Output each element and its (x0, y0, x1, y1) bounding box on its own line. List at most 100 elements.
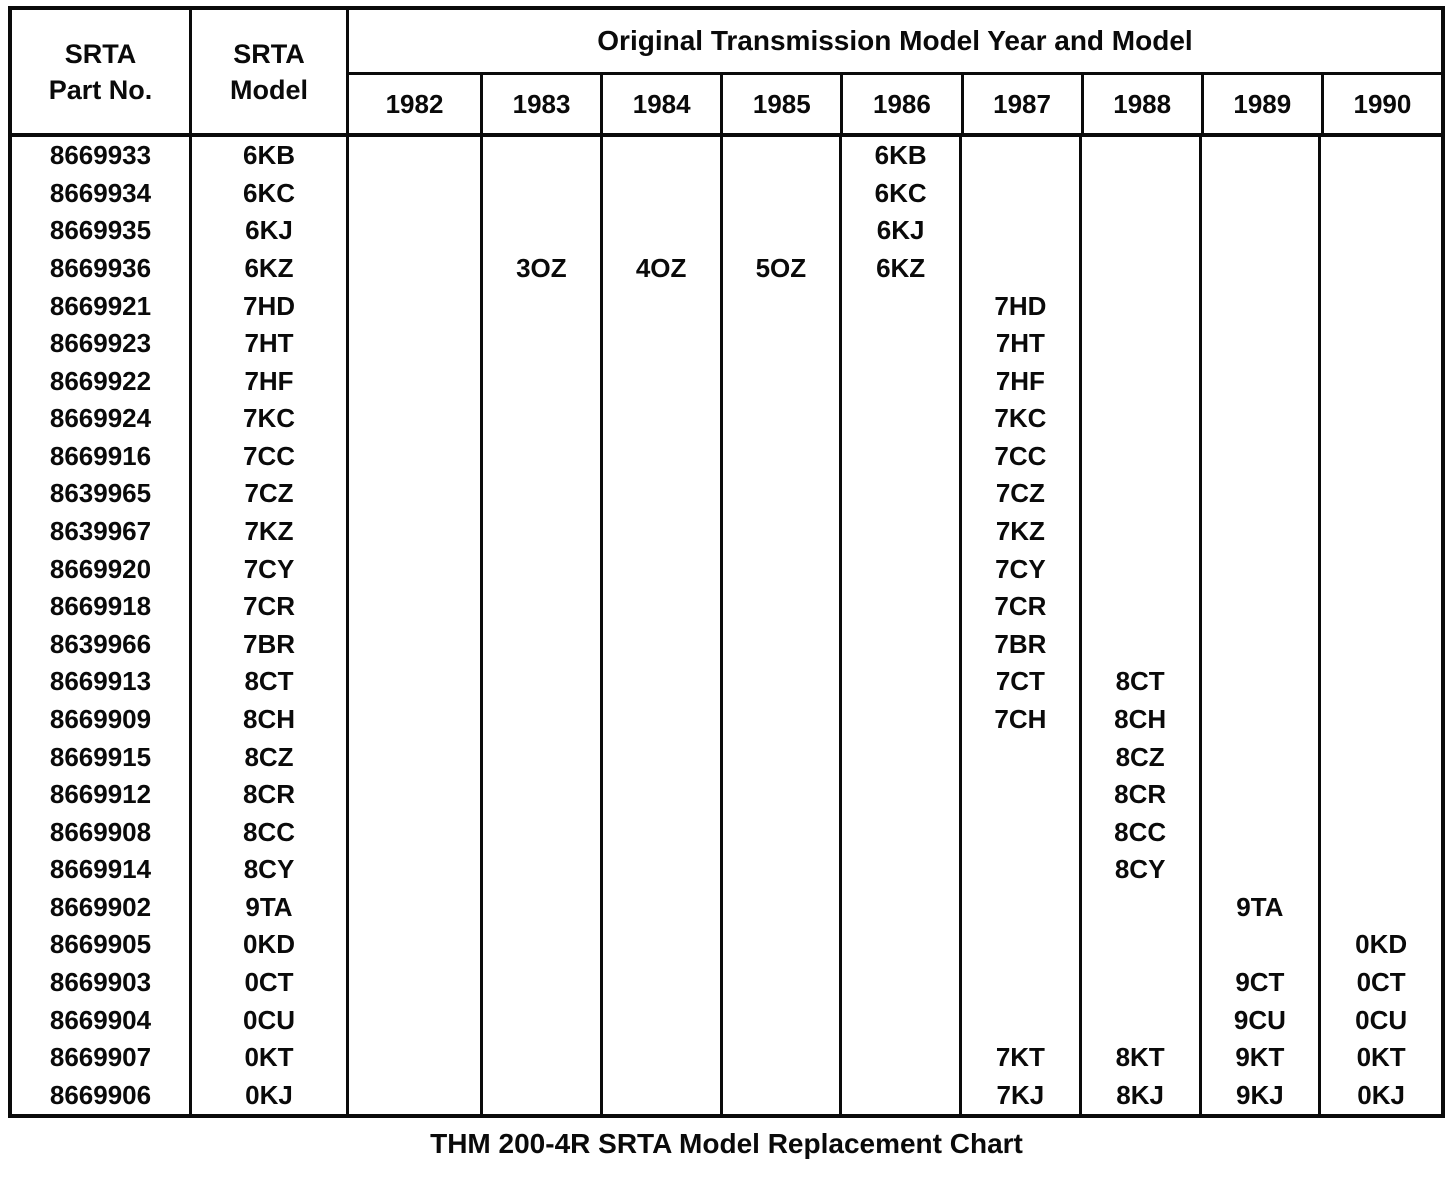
year-cell (1321, 287, 1441, 325)
year-cell (483, 437, 603, 476)
year-cell (349, 362, 483, 401)
year-cell (842, 550, 962, 588)
part-cell: 8669922 (12, 362, 192, 401)
year-cell (603, 137, 723, 175)
year-cell (842, 888, 962, 927)
year-cell (1321, 889, 1441, 927)
year-cell (349, 400, 483, 438)
year-cell (483, 212, 603, 250)
year-cell (723, 587, 843, 626)
year-cell (349, 137, 483, 175)
model-cell: 8CR (192, 775, 349, 814)
header-year-1986: 1986 (843, 75, 964, 133)
table-header: SRTA Part No. SRTA Model Original Transm… (12, 10, 1441, 137)
year-cell: 7HF (962, 362, 1082, 401)
year-cell: 7BR (962, 625, 1082, 664)
year-cell (1202, 212, 1322, 250)
part-cell: 8669906 (12, 1076, 192, 1114)
model-cell: 9TA (192, 888, 349, 927)
header-year-1985: 1985 (723, 75, 844, 133)
year-cell (603, 738, 723, 776)
year-cell (1202, 625, 1322, 664)
year-cell (349, 550, 483, 588)
year-cell (842, 926, 962, 964)
year-cell (483, 400, 603, 438)
table-body: 8669933 6KB 6KB 8669934 6KC 6KC 8669935 6KJ 6KJ 8… (12, 137, 1441, 1114)
year-cell (723, 888, 843, 927)
year-cell (723, 1001, 843, 1039)
year-cell (603, 437, 723, 476)
year-cell (1321, 701, 1441, 739)
header-year-1987: 1987 (964, 75, 1084, 133)
year-cell (962, 850, 1082, 889)
year-cell (1082, 625, 1202, 664)
part-cell: 8669912 (12, 775, 192, 814)
year-cell (723, 1038, 843, 1077)
year-cell (349, 775, 483, 814)
year-cell: 9KJ (1202, 1076, 1322, 1114)
year-cell: 7KJ (962, 1076, 1082, 1114)
year-cell: 7HD (962, 287, 1082, 325)
year-cell (842, 587, 962, 626)
part-cell: 8669904 (12, 1001, 192, 1039)
year-cell (1082, 926, 1202, 964)
year-cell (1082, 324, 1202, 363)
year-cell (1082, 287, 1202, 325)
year-cell (1321, 175, 1441, 213)
year-cell (1321, 626, 1441, 664)
year-cell (842, 775, 962, 814)
part-cell: 8669907 (12, 1038, 192, 1077)
year-cell (1321, 400, 1441, 438)
year-cell (1082, 249, 1202, 288)
year-cell (723, 512, 843, 551)
year-cell (483, 550, 603, 588)
header-srta-part-no: SRTA Part No. (12, 10, 192, 133)
year-cell: 0KD (1355, 929, 1408, 960)
year-cell (723, 963, 843, 1002)
year-cell (1321, 250, 1441, 288)
year-cell: 3OZ (483, 249, 603, 288)
year-cell (483, 700, 603, 739)
year-cell (842, 625, 962, 664)
year-cell (723, 850, 843, 889)
year-cell (603, 512, 723, 551)
part-cell: 8669908 (12, 813, 192, 851)
year-cell (349, 813, 483, 851)
header-srta-part-no-line1: SRTA (64, 38, 137, 69)
model-cell: 7KC (192, 400, 349, 438)
year-cell (962, 775, 1082, 814)
year-cell (1082, 174, 1202, 213)
year-cell (483, 1001, 603, 1039)
year-cell (349, 625, 483, 664)
year-cell (962, 813, 1082, 851)
model-cell: 8CY (192, 850, 349, 889)
year-cell (1321, 325, 1441, 363)
year-cell (603, 850, 723, 889)
model-cell: 8CH (192, 700, 349, 739)
header-year-1983: 1983 (483, 75, 604, 133)
year-cell (1202, 550, 1322, 588)
year-cell (723, 775, 843, 814)
year-cell (842, 738, 962, 776)
part-cell: 8669902 (12, 888, 192, 927)
year-cell (1202, 249, 1322, 288)
year-cell (723, 926, 843, 964)
year-cell: 7KT (962, 1038, 1082, 1077)
year-cell (349, 437, 483, 476)
year-cell (1082, 587, 1202, 626)
year-cell (349, 324, 483, 363)
year-cell (349, 700, 483, 739)
year-cell: 8CC (1082, 813, 1202, 851)
year-cell (1202, 738, 1322, 776)
year-cell (483, 663, 603, 701)
model-cell: 0KD (192, 926, 349, 964)
year-cell: 8KT (1082, 1038, 1202, 1077)
year-cell (1202, 850, 1322, 889)
year-cell: 4OZ (603, 249, 723, 288)
year-cell (1321, 438, 1441, 476)
year-cell (842, 1001, 962, 1039)
year-cell (1082, 888, 1202, 927)
year-cell (842, 437, 962, 476)
model-cell: 7CZ (192, 475, 349, 513)
year-cell (1202, 926, 1322, 964)
